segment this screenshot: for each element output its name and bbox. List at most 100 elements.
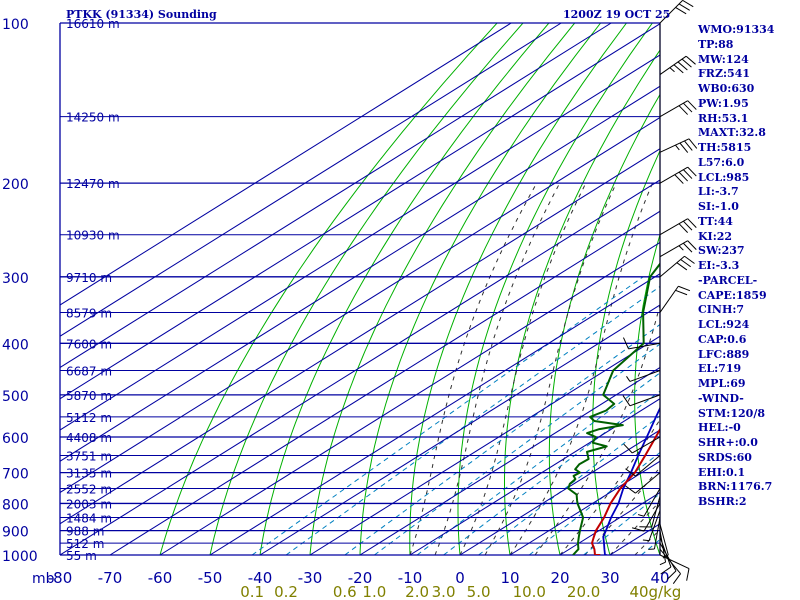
wind-barb-flag xyxy=(677,61,688,71)
index-item: WB0:630 xyxy=(698,82,755,95)
moist-adiabat xyxy=(434,182,561,555)
index-item: LCL:924 xyxy=(698,318,750,331)
wind-barb xyxy=(622,337,661,350)
wind-barb-flag xyxy=(666,570,677,580)
moist-adiabat xyxy=(509,182,653,555)
dry-adiabat xyxy=(259,23,550,555)
wind-barb-shaft xyxy=(659,0,683,24)
wind-barb-flag xyxy=(686,568,690,581)
dry-adiabat xyxy=(409,23,627,555)
wind-barb xyxy=(659,255,695,278)
height-label: 3135 m xyxy=(66,467,112,481)
wind-barb-half-flag xyxy=(637,514,645,517)
parcel-trace xyxy=(602,406,660,555)
isotherm xyxy=(109,210,660,555)
wind-barb-shaft xyxy=(632,436,661,454)
dry-adiabat xyxy=(504,49,660,555)
x-tick-label: -50 xyxy=(198,569,223,587)
wind-barb-shaft xyxy=(659,166,688,184)
pressure-label: 400 xyxy=(2,337,29,353)
height-label: 14250 m xyxy=(66,111,120,125)
height-label: 12470 m xyxy=(66,177,120,191)
wind-barb-flag xyxy=(684,140,693,151)
mixing-ratio-label: 0.2 xyxy=(274,583,298,600)
wind-barb xyxy=(639,495,661,528)
index-item: BSHR:2 xyxy=(698,495,747,508)
wind-barb-shaft xyxy=(659,524,669,556)
wind-barb-shaft xyxy=(635,455,661,477)
pressure-label: 100 xyxy=(2,17,29,33)
isotherm xyxy=(409,398,660,555)
isotherm xyxy=(309,335,660,555)
height-label: 2003 m xyxy=(66,497,112,511)
wind-barb-flag xyxy=(679,142,689,153)
height-label: 3751 m xyxy=(66,449,112,463)
wind-barb-shaft xyxy=(651,495,661,528)
x-tick-label: -80 xyxy=(48,569,73,587)
mixing-ratio-line xyxy=(374,343,660,555)
temperature-trace xyxy=(591,427,660,555)
wind-barb xyxy=(659,0,694,24)
mixing-ratio-label: 10.0 xyxy=(513,583,546,600)
index-item: L57:6.0 xyxy=(698,155,745,169)
wind-barb-flag xyxy=(673,64,684,74)
wind-barb-shaft xyxy=(629,370,661,382)
index-item: LCL:985 xyxy=(698,170,750,184)
index-item: LFC:889 xyxy=(698,347,750,361)
pressure-label: 500 xyxy=(2,389,29,405)
dry-adiabat xyxy=(159,23,498,555)
wind-barb-flag xyxy=(680,259,691,268)
height-label: 5870 m xyxy=(66,389,112,403)
index-item: TP:88 xyxy=(698,37,734,51)
x-tick-label: -40 xyxy=(248,569,273,587)
chart-title: PTKK (91334) Sounding xyxy=(66,8,217,21)
wind-barb xyxy=(625,455,661,477)
wind-barb-flag xyxy=(631,527,645,532)
wind-barb xyxy=(659,138,698,153)
index-item: SW:237 xyxy=(698,244,745,258)
height-label: 7600 m xyxy=(66,337,112,351)
wind-barb-shaft xyxy=(659,240,688,258)
pressure-label: 600 xyxy=(2,431,29,447)
index-item: KI:22 xyxy=(698,229,733,243)
wind-barb-half-flag xyxy=(626,376,631,382)
wind-barb-flag xyxy=(678,285,691,292)
index-item: MAXT:32.8 xyxy=(698,126,766,140)
wind-barb-flag xyxy=(678,171,689,182)
mixing-ratio-line xyxy=(344,323,660,555)
x-tick-label: -30 xyxy=(298,569,323,587)
wind-barb-shaft xyxy=(653,517,661,550)
wind-barb-flag xyxy=(687,240,697,250)
wind-barb-shaft xyxy=(659,218,688,236)
mixing-ratio-line xyxy=(583,492,660,555)
index-item: BRN:1176.7 xyxy=(698,480,773,494)
index-item: -WIND- xyxy=(698,391,744,405)
index-item: TT:44 xyxy=(698,214,733,228)
index-item: PW:1.95 xyxy=(698,96,749,110)
index-item: CAPE:1859 xyxy=(698,288,767,302)
x-tick-label: 30 xyxy=(600,569,619,587)
wind-barb xyxy=(637,488,661,517)
wind-barb xyxy=(622,394,661,407)
wind-barb xyxy=(659,524,669,559)
mixing-ratio-label: 1.0 xyxy=(362,583,386,600)
index-item: HEL:-0 xyxy=(698,421,741,435)
wind-barb-flag xyxy=(675,7,687,15)
wind-barb-shaft xyxy=(659,285,679,313)
height-label: 5112 m xyxy=(66,411,112,425)
index-item: CINH:7 xyxy=(698,303,745,317)
index-item: EHI:0.1 xyxy=(698,465,746,479)
wind-barb-flag xyxy=(685,55,696,65)
wind-barb-flag xyxy=(688,138,698,149)
mixing-ratio-label: 0.1 xyxy=(240,583,264,600)
isotherm xyxy=(60,85,660,462)
wind-barb-shaft xyxy=(628,342,661,350)
wind-barb-flag xyxy=(676,262,688,271)
index-item: SI:-1.0 xyxy=(698,200,739,213)
wind-barb-flag xyxy=(683,169,693,179)
wind-barb-half-flag xyxy=(662,554,669,559)
pressure-label: 200 xyxy=(2,177,29,193)
chart-time: 1200Z 19 OCT 25 xyxy=(563,8,671,21)
height-label: 55 m xyxy=(66,549,97,563)
